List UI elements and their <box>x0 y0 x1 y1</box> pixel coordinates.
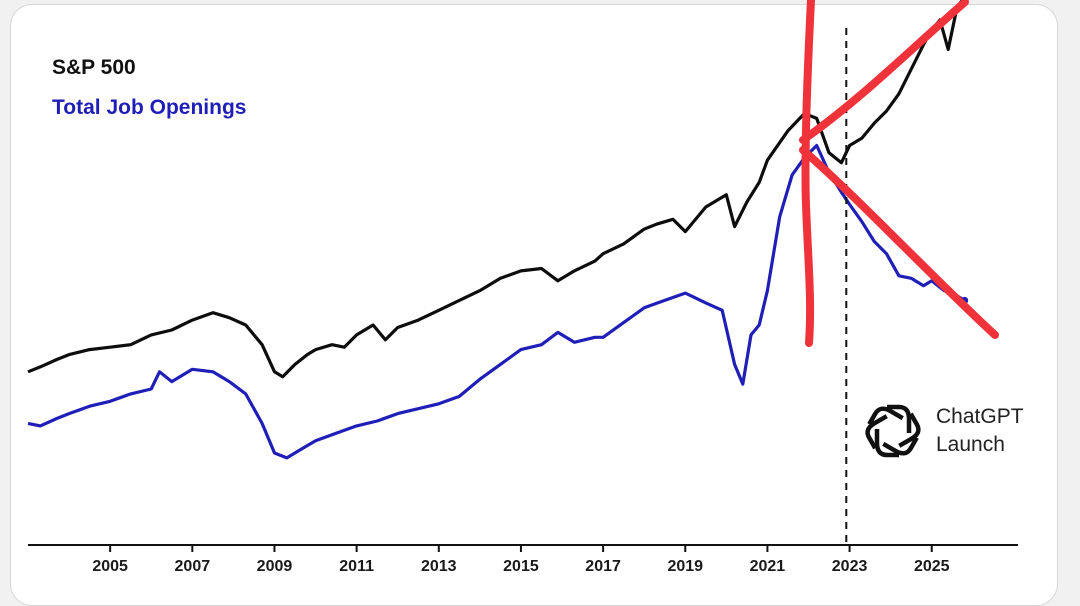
x-tick-label: 2009 <box>257 558 293 575</box>
chatgpt-launch-badge: ChatGPT Launch <box>862 400 1024 462</box>
x-tick-label: 2013 <box>421 558 457 575</box>
x-tick-label: 2023 <box>832 558 868 575</box>
red-scribble-overlay <box>799 0 999 347</box>
series-sp500-line <box>27 0 964 379</box>
legend-job-openings: Total Job Openings <box>52 96 247 119</box>
x-tick-label: 2019 <box>667 558 703 575</box>
x-axis: 2005 2007 2009 2011 2013 2015 2017 2019 2021 2023… <box>28 544 1018 575</box>
x-tick-label: 2005 <box>92 558 128 575</box>
series-job-openings-line <box>27 143 966 460</box>
badge-line-2: Launch <box>936 433 1005 456</box>
x-tick-label: 2007 <box>175 558 211 575</box>
x-tick-label: 2011 <box>339 558 374 575</box>
x-tick-label: 2015 <box>503 558 539 575</box>
openai-logo-icon <box>865 404 921 458</box>
legend: S&P 500 Total Job Openings <box>52 48 246 128</box>
series-layer <box>27 0 969 460</box>
x-tick-label: 2017 <box>585 558 621 575</box>
x-tick-label: 2025 <box>914 558 950 575</box>
legend-sp500: S&P 500 <box>52 56 136 79</box>
chart-card <box>10 4 1058 606</box>
x-tick-label: 2021 <box>750 558 786 575</box>
badge-line-1: ChatGPT <box>936 405 1024 428</box>
